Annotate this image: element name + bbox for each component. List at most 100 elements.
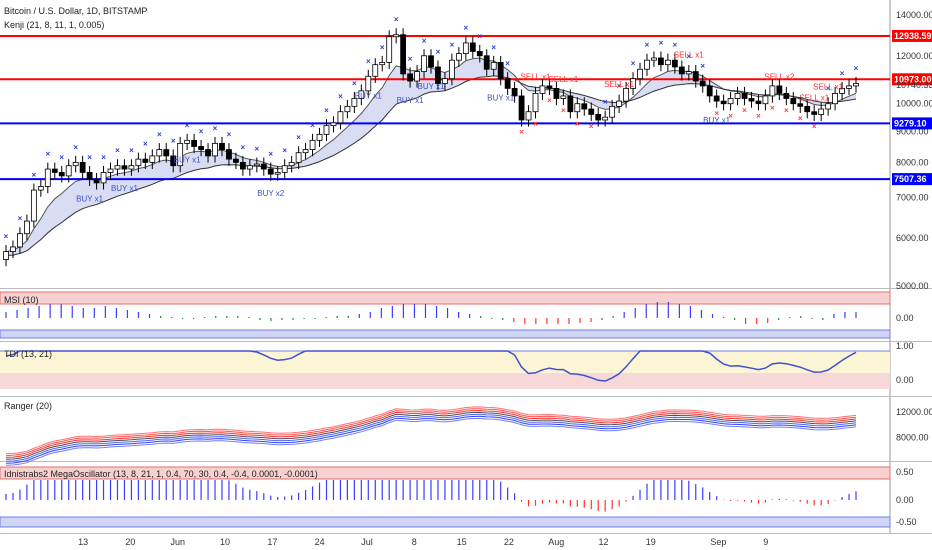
candle[interactable]	[664, 59, 671, 66]
level-tag[interactable]	[892, 117, 932, 130]
candle[interactable]	[149, 155, 156, 163]
candle[interactable]	[455, 53, 462, 61]
candle[interactable]	[365, 75, 372, 92]
candle[interactable]	[567, 95, 574, 113]
candle[interactable]	[511, 87, 518, 97]
candle[interactable]	[741, 93, 748, 99]
candle[interactable]	[51, 168, 58, 173]
candle[interactable]	[525, 111, 532, 121]
candle[interactable]	[483, 55, 490, 70]
candle[interactable]	[170, 155, 177, 167]
candle[interactable]	[692, 71, 699, 82]
candle[interactable]	[832, 93, 838, 105]
candle[interactable]	[128, 165, 135, 170]
candle[interactable]	[518, 95, 525, 121]
candle[interactable]	[783, 93, 790, 99]
candle[interactable]	[65, 165, 72, 177]
candle[interactable]	[497, 62, 504, 80]
candle[interactable]	[588, 108, 595, 115]
candle[interactable]	[239, 161, 246, 170]
candle[interactable]	[386, 36, 393, 63]
ranger-pane[interactable]: 12000.00 8000.00	[5, 406, 932, 466]
candle[interactable]	[595, 114, 602, 121]
candle[interactable]	[10, 246, 16, 252]
candle[interactable]	[644, 59, 650, 70]
candle[interactable]	[281, 165, 288, 173]
candle[interactable]	[226, 149, 232, 160]
candle[interactable]	[637, 68, 643, 80]
candle[interactable]	[358, 90, 365, 99]
candle[interactable]	[623, 87, 629, 102]
candle[interactable]	[121, 165, 128, 170]
candle[interactable]	[790, 98, 797, 105]
candle[interactable]	[602, 116, 609, 121]
candle[interactable]	[17, 233, 23, 248]
candle[interactable]	[219, 142, 225, 150]
candle[interactable]	[769, 85, 776, 97]
candle[interactable]	[274, 172, 281, 175]
candle[interactable]	[678, 66, 685, 75]
tdi-pane[interactable]: 1.00 0.00	[0, 341, 914, 389]
candle[interactable]	[351, 98, 358, 107]
candle[interactable]	[713, 95, 720, 102]
candle[interactable]	[748, 98, 755, 102]
candle[interactable]	[205, 149, 211, 157]
candle[interactable]	[853, 83, 859, 87]
candle[interactable]	[846, 85, 852, 89]
candle[interactable]	[818, 108, 825, 115]
candle[interactable]	[184, 139, 191, 144]
candle[interactable]	[100, 172, 107, 184]
candle[interactable]	[699, 80, 706, 87]
oscillator-pane[interactable]: 0.50 0.00 -0.50	[0, 466, 917, 528]
candle[interactable]	[288, 161, 295, 167]
candle[interactable]	[344, 105, 351, 113]
candle[interactable]	[720, 100, 727, 105]
candle[interactable]	[734, 93, 741, 99]
level-tag[interactable]	[892, 173, 932, 186]
candle[interactable]	[142, 158, 149, 163]
candle[interactable]	[839, 87, 845, 94]
candle[interactable]	[330, 122, 337, 127]
candle[interactable]	[651, 57, 657, 61]
candle[interactable]	[393, 34, 400, 38]
candle[interactable]	[44, 168, 51, 187]
candle[interactable]	[198, 146, 204, 150]
candle[interactable]	[253, 163, 260, 167]
candle[interactable]	[135, 158, 142, 167]
candle[interactable]	[553, 87, 560, 99]
candle[interactable]	[560, 95, 567, 99]
candle[interactable]	[581, 103, 588, 110]
candle[interactable]	[37, 186, 44, 191]
candle[interactable]	[776, 85, 783, 94]
candle[interactable]	[671, 59, 678, 68]
candle[interactable]	[212, 142, 218, 157]
candle[interactable]	[616, 100, 623, 107]
candle[interactable]	[191, 139, 198, 147]
candle[interactable]	[323, 125, 330, 135]
candle[interactable]	[825, 103, 832, 110]
candle[interactable]	[295, 152, 302, 163]
candle[interactable]	[30, 189, 37, 222]
candle[interactable]	[630, 78, 636, 89]
candle[interactable]	[435, 66, 441, 84]
candle[interactable]	[156, 149, 163, 157]
candle[interactable]	[574, 103, 581, 113]
candle[interactable]	[400, 34, 407, 75]
candle[interactable]	[267, 168, 274, 175]
candle[interactable]	[546, 85, 553, 89]
candle[interactable]	[316, 133, 323, 141]
candle[interactable]	[163, 149, 170, 157]
candle[interactable]	[504, 78, 511, 89]
level-tag[interactable]	[892, 73, 932, 86]
candle[interactable]	[797, 103, 804, 107]
candle[interactable]	[804, 105, 811, 113]
candle[interactable]	[421, 55, 427, 72]
candle[interactable]	[428, 55, 434, 68]
candle[interactable]	[449, 59, 455, 80]
level-tag[interactable]	[892, 29, 932, 42]
candle[interactable]	[86, 172, 93, 180]
candle[interactable]	[93, 178, 100, 184]
price-pane[interactable]: × × × × × × × × × × × × × × × × × × × × × × × × × × × × × × × × × × × × × × × ×…	[0, 15, 890, 267]
candle[interactable]	[685, 71, 692, 75]
candle[interactable]	[539, 85, 546, 94]
